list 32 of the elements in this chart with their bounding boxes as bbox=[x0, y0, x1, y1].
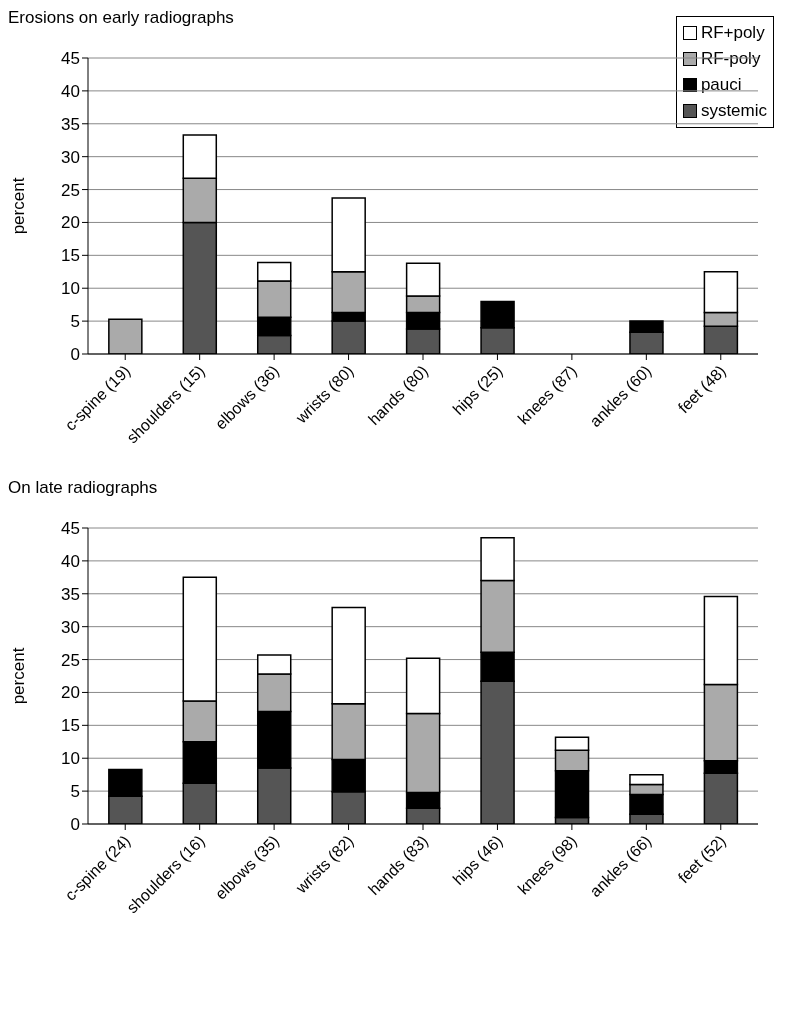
legend-label: systemic bbox=[700, 100, 767, 122]
chart-title: On late radiographs bbox=[8, 478, 159, 499]
y-tick-label: 0 bbox=[70, 345, 80, 365]
y-tick-label: 10 bbox=[61, 749, 80, 769]
y-tick-label: 5 bbox=[70, 782, 80, 802]
y-tick-label: 10 bbox=[61, 279, 80, 299]
y-tick-label: 15 bbox=[61, 246, 80, 266]
y-tick-label: 40 bbox=[61, 81, 80, 101]
legend-label: RF-poly bbox=[700, 48, 761, 70]
y-axis-title: percent bbox=[9, 177, 29, 235]
y-tick-label: 0 bbox=[70, 815, 80, 835]
chart-title: Erosions on early radiographs bbox=[8, 8, 234, 27]
y-tick-label: 45 bbox=[61, 49, 80, 69]
y-axis-title: percent bbox=[9, 647, 29, 705]
y-tick-label: 15 bbox=[61, 716, 80, 736]
y-tick-label: 40 bbox=[61, 551, 80, 571]
y-tick-label: 20 bbox=[61, 683, 80, 703]
x-tick-label: feet (48) bbox=[674, 362, 729, 417]
y-tick-label: 25 bbox=[61, 650, 80, 670]
y-tick-label: 45 bbox=[61, 519, 80, 539]
y-tick-label: 35 bbox=[61, 584, 80, 604]
legend-label: pauci bbox=[700, 74, 742, 96]
x-tick-label: hips (46) bbox=[449, 832, 506, 889]
y-tick-label: 5 bbox=[70, 312, 80, 332]
x-tick-label: feet (52) bbox=[674, 832, 729, 887]
y-tick-label: 30 bbox=[61, 617, 80, 637]
legend-label: RF+poly bbox=[700, 22, 765, 44]
y-tick-label: 35 bbox=[61, 114, 80, 134]
y-tick-label: 30 bbox=[61, 147, 80, 167]
y-tick-label: 20 bbox=[61, 213, 80, 233]
x-tick-label: hips (25) bbox=[449, 362, 506, 419]
y-tick-label: 25 bbox=[61, 180, 80, 200]
